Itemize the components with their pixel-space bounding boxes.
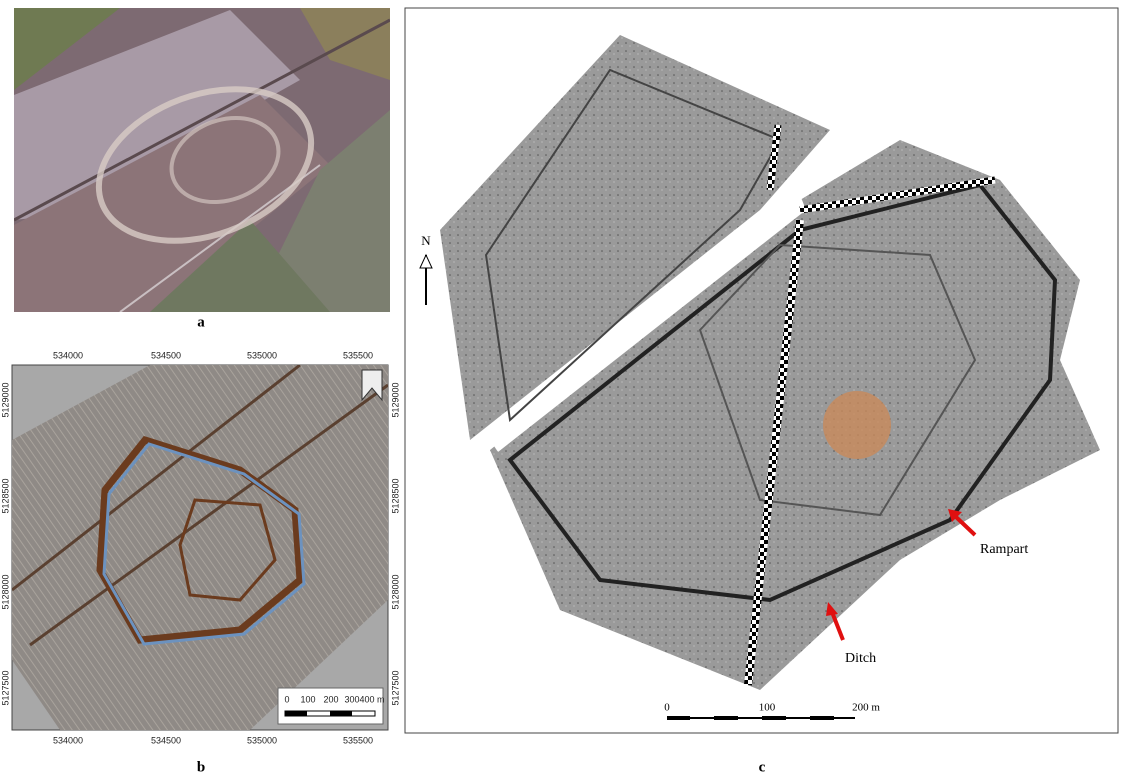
figure: a 534000 534000 534500 534500 535000 535000 53…: [0, 0, 1122, 778]
north-label: N: [421, 233, 431, 248]
y-tick-label: 5127500: [390, 670, 400, 705]
scale-label: 0: [664, 702, 670, 714]
scale-bar: [285, 711, 307, 716]
y-tick-label: 5129000: [390, 382, 400, 417]
y-tick-label: 5127500: [0, 670, 10, 705]
scale-label: 100: [759, 702, 776, 714]
aerial-photo: [14, 8, 390, 312]
annotation: Rampart: [980, 542, 1028, 557]
panel-label: c: [759, 759, 766, 775]
y-tick-label: 5128000: [390, 574, 400, 609]
scale-label: 200 m: [852, 702, 880, 714]
x-tick-label: 535000: [247, 735, 277, 745]
x-tick-label: 534000: [53, 735, 83, 745]
y-tick-label: 5128000: [0, 574, 10, 609]
annotation: Ditch: [845, 651, 876, 666]
scale-label: 400 m: [359, 694, 384, 704]
x-tick-label: 534500: [151, 735, 181, 745]
scale-label: 200: [323, 694, 338, 704]
panel-label: b: [197, 759, 205, 775]
x-tick-label: 535500: [343, 350, 373, 360]
scale-label: 0: [284, 694, 289, 704]
x-tick-label: 534000: [53, 350, 83, 360]
x-tick-label: 535000: [247, 350, 277, 360]
y-tick-label: 5128500: [0, 478, 10, 513]
x-tick-label: 535500: [343, 735, 373, 745]
scale-label: 300: [344, 694, 359, 704]
x-tick-label: 534500: [151, 350, 181, 360]
panel-label: a: [197, 314, 205, 330]
y-tick-label: 5128500: [390, 478, 400, 513]
y-tick-label: 5129000: [0, 382, 10, 417]
scale-label: 100: [300, 694, 315, 704]
scale-bar: [330, 711, 352, 716]
